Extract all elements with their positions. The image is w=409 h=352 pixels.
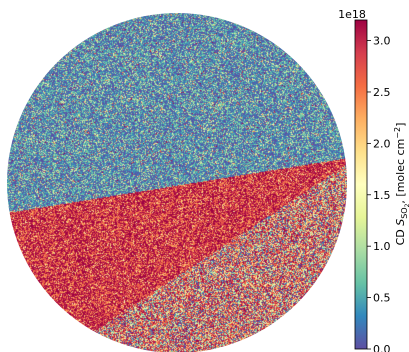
colorbar-label: CD SSO2, [molec cm−2]	[393, 123, 409, 246]
colorbar-tick-label: 2.0	[373, 137, 391, 150]
heatmap-disk	[7, 13, 347, 352]
colorbar-tick-label: 0.0	[373, 343, 391, 352]
colorbar-tick-label: 2.5	[373, 86, 391, 99]
colorbar-label-sub2: 2	[404, 203, 409, 207]
colorbar-label-main: CD	[394, 226, 407, 246]
colorbar-label-symbol: S	[394, 219, 407, 226]
colorbar-tick-label: 1.5	[373, 189, 391, 202]
colorbar-label-rest: , [molec cm	[394, 139, 407, 204]
colorbar-label-sup: −2	[393, 127, 402, 139]
colorbar-offset-text: 1e18	[338, 8, 366, 21]
colorbar-frame	[354, 19, 368, 350]
heatmap-raster	[7, 13, 347, 352]
colorbar-tick-label: 1.0	[373, 240, 391, 253]
colorbar-tick-label: 0.5	[373, 292, 391, 305]
colorbar-fill	[355, 20, 367, 349]
colorbar-ticks: 0.0 0.5 1.0 1.5 2.0 2.5 3.0	[367, 35, 391, 352]
colorbar-label-close: ]	[394, 123, 407, 127]
colorbar: 0.0 0.5 1.0 1.5 2.0 2.5 3.0 1e18 CD SSO2, [mol…	[338, 8, 409, 352]
colorbar-label-sub: SO	[400, 207, 409, 218]
colorbar-tick-label: 3.0	[373, 35, 391, 48]
